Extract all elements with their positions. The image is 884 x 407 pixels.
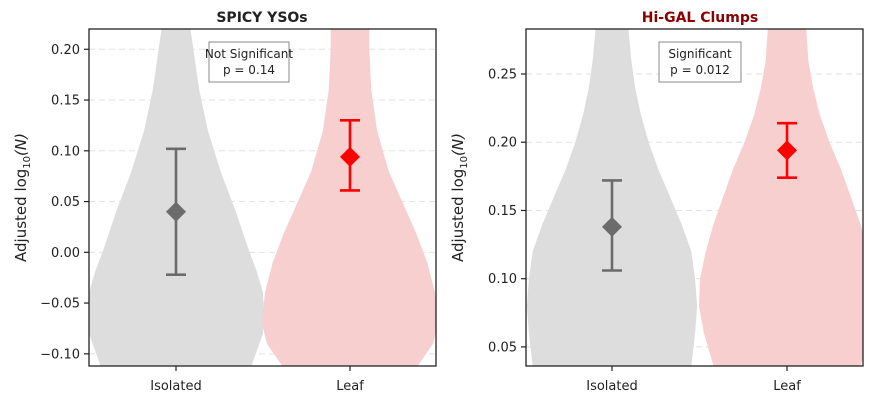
mean-marker-leaf	[340, 146, 360, 167]
y-tick-label: 0.15	[51, 94, 80, 109]
y-tick-label: 0.00	[51, 246, 80, 261]
x-tick-label: Isolated	[586, 379, 638, 394]
mean-marker-isolated	[166, 201, 186, 222]
significance-label: Significant	[668, 47, 732, 61]
y-tick-label: −0.05	[40, 297, 80, 312]
y-tick-label: 0.05	[51, 195, 80, 210]
y-axis-label-main: Adjusted log	[449, 169, 467, 262]
chart-title: Hi-GAL Clumps	[642, 10, 758, 26]
p-value-label: p = 0.14	[223, 63, 275, 77]
y-tick-label: 0.20	[51, 43, 80, 58]
significance-box	[658, 41, 742, 83]
p-value-label: p = 0.012	[670, 63, 730, 77]
x-tick-label: Leaf	[336, 379, 364, 394]
violin-leaf	[262, 29, 436, 366]
significance-label: Not Significant	[205, 47, 293, 61]
chart-panel-2: 0.05 0.10 0.15 0.20 0.25 Isolated Leaf Hi-GAL C…	[449, 10, 864, 394]
y-axis-label-argument: (N)	[12, 133, 30, 156]
y-axis-label-subscript: 10	[22, 156, 33, 169]
plot-frame	[525, 28, 864, 367]
chart-title: SPICY YSOs	[216, 10, 307, 26]
y-axis-label-argument: (N)	[449, 133, 467, 156]
y-axis-label: Adjusted log10(N)	[449, 133, 470, 262]
x-tick-label: Leaf	[773, 379, 801, 394]
y-tick-label: 0.15	[488, 204, 517, 219]
y-tick-label: −0.10	[40, 347, 80, 362]
mean-marker-isolated	[602, 216, 622, 237]
y-axis-label-subscript: 10	[459, 156, 470, 169]
y-tick-label: 0.10	[51, 144, 80, 159]
significance-box	[208, 41, 290, 83]
y-tick-label: 0.10	[488, 272, 517, 287]
violin-leaf	[699, 29, 863, 366]
y-tick-label: 0.20	[488, 136, 517, 151]
y-axis-label: Adjusted log10(N)	[12, 133, 33, 262]
chart-panel-1: −0.10 −0.05 0.00 0.05 0.10 0.15 0.20 Isolated Le…	[12, 10, 437, 394]
x-tick-label: Isolated	[150, 379, 202, 394]
plot-frame	[88, 28, 437, 367]
y-axis-label-main: Adjusted log	[12, 169, 30, 262]
mean-marker-leaf	[777, 140, 797, 161]
y-tick-label: 0.05	[488, 340, 517, 355]
y-tick-label: 0.25	[488, 68, 517, 83]
